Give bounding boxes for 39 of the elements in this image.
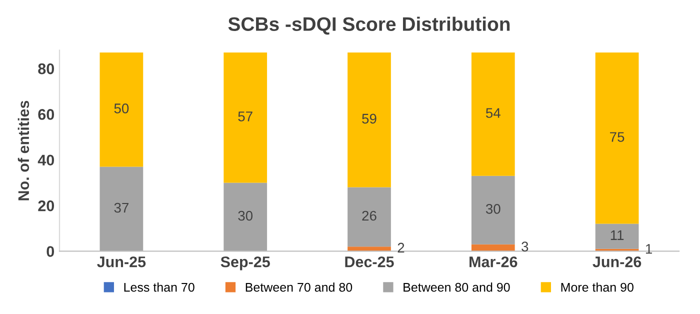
data-label: 75 xyxy=(610,132,624,142)
bar xyxy=(100,52,144,167)
y-tick-label: 40 xyxy=(38,154,54,166)
legend-label: Between 80 and 90 xyxy=(404,282,510,292)
data-label: 30 xyxy=(486,204,500,214)
y-axis-title: No. of entities xyxy=(18,100,30,200)
y-tick-label: 0 xyxy=(46,246,54,257)
x-tick-label: Dec-25 xyxy=(345,256,394,268)
x-tick-label: Jun-25 xyxy=(97,256,146,268)
data-label: 50 xyxy=(114,104,129,114)
y-tick-label: 80 xyxy=(38,63,54,74)
data-label: 54 xyxy=(486,108,500,118)
bar xyxy=(224,52,268,183)
bar xyxy=(100,166,144,252)
data-label: 30 xyxy=(238,210,253,221)
bar xyxy=(595,52,639,224)
data-label: 3 xyxy=(522,242,528,252)
bar xyxy=(595,224,639,249)
bar xyxy=(348,187,391,247)
chart-title: SCBs -sDQI Score Distribution xyxy=(228,16,510,35)
y-tick-label: 60 xyxy=(38,109,54,120)
data-label: 26 xyxy=(362,210,376,221)
legend-label: Between 70 and 80 xyxy=(246,282,352,292)
data-label: 37 xyxy=(114,202,128,213)
x-tick-label: Mar-26 xyxy=(470,256,518,268)
data-label: 2 xyxy=(398,242,404,253)
data-label: 1 xyxy=(646,244,652,254)
bar xyxy=(471,176,515,244)
legend-label: More than 90 xyxy=(561,282,634,292)
data-label: 59 xyxy=(362,114,376,124)
data-label: 11 xyxy=(610,230,624,240)
bar xyxy=(471,52,515,176)
y-tick-label: 20 xyxy=(38,200,54,212)
bar xyxy=(348,52,391,188)
bar xyxy=(224,182,268,252)
x-tick-label: Sep-25 xyxy=(220,256,270,270)
x-tick-label: Jun-26 xyxy=(592,256,642,268)
data-label: 57 xyxy=(238,112,252,122)
legend-label: Less than 70 xyxy=(124,282,194,292)
